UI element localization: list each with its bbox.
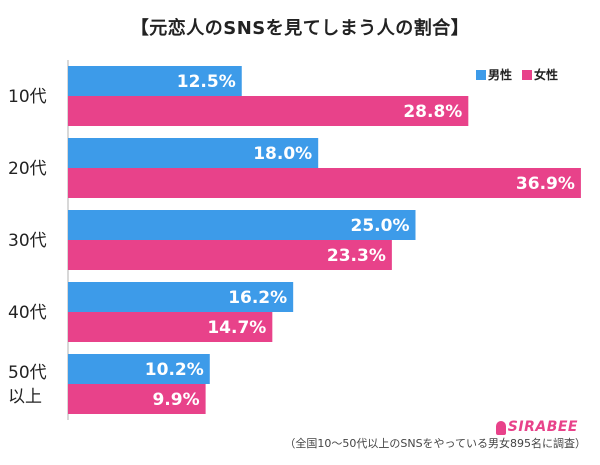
bar-male [68,138,319,168]
bar-male [68,354,210,384]
value-label-male: 10.2% [145,360,204,380]
bar-male [68,210,416,240]
bar-male [68,282,294,312]
legend-label-female: 女性 [533,68,558,82]
category-label: 20代 [8,159,47,179]
value-label-female: 23.3% [327,246,386,266]
value-label-female: 36.9% [516,174,575,194]
bar-male [68,66,242,96]
bar-female [68,384,206,414]
logo-mark-icon [495,421,506,435]
bar-female [68,96,469,126]
value-label-male: 25.0% [351,216,410,236]
bar-female [68,312,273,342]
category-label: 30代 [8,231,47,251]
category-label: 40代 [8,303,47,323]
sirabee-logo: SIRABEE [495,419,578,435]
category-label: 以上 [8,387,42,407]
legend-swatch-male [475,69,486,80]
legend-item-male: 男性 [475,66,512,83]
value-label-female: 14.7% [207,318,266,338]
value-label-female: 9.9% [152,390,199,410]
bar-female [68,240,392,270]
legend-label-male: 男性 [487,68,512,82]
legend-item-female: 女性 [521,66,558,83]
logo-wordmark: SIRABEE [507,419,578,435]
legend-swatch-female [521,69,532,80]
value-label-male: 18.0% [253,144,312,164]
value-label-male: 16.2% [228,288,287,308]
survey-footnote: （全国10〜50代以上のSNSをやっている男女895名に調査） [284,437,586,450]
category-label: 50代 [8,363,47,383]
bar-female [68,168,581,198]
category-label: 10代 [8,87,47,107]
chart-title: 【元恋人のSNSを見てしまう人の割合】 [130,18,470,39]
legend: 男性 女性 [470,66,558,83]
value-label-female: 28.8% [403,102,462,122]
value-label-male: 12.5% [177,72,236,92]
